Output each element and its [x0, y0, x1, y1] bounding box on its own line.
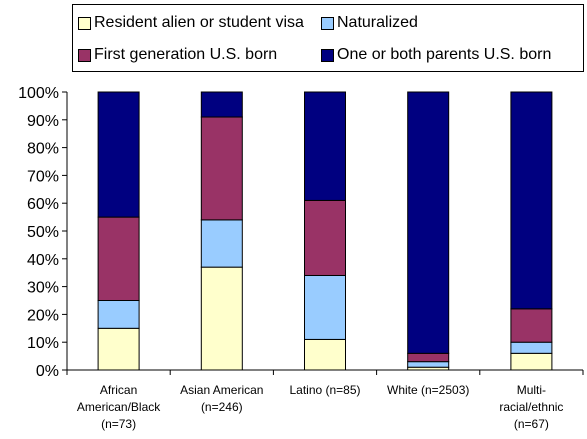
- chart-legend: Resident alien or student visa Naturaliz…: [72, 4, 584, 72]
- x-tick-label-1-0: Asian American: [180, 383, 263, 397]
- y-tick-label-5: 50%: [27, 224, 59, 241]
- legend-swatch-resident-alien: [78, 16, 91, 30]
- legend-swatch-naturalized: [321, 16, 334, 30]
- x-tick-label-2-0: Latino (n=85): [289, 383, 360, 397]
- x-tick-label-0-0: African: [100, 383, 137, 397]
- legend-swatch-first-generation: [78, 48, 91, 62]
- legend-item-parents-us-born: One or both parents U.S. born: [321, 45, 551, 65]
- y-tick-label-8: 80%: [27, 141, 59, 158]
- y-tick-label-9: 90%: [27, 113, 59, 130]
- legend-label-resident-alien: Resident alien or student visa: [94, 14, 304, 31]
- bar-segment-3-2: [407, 352, 450, 363]
- x-tick-label-3-0: White (n=2503): [387, 383, 469, 397]
- y-tick-label-2: 20%: [27, 307, 59, 324]
- bar-segment-1-3: [200, 91, 243, 118]
- legend-label-first-generation: First generation U.S. born: [94, 46, 278, 63]
- y-tick-label-10: 100%: [18, 85, 59, 102]
- bar-segment-3-1: [407, 361, 450, 368]
- y-tick-label-7: 70%: [27, 168, 59, 185]
- bar-segment-3-3: [407, 91, 450, 354]
- y-tick-label-4: 40%: [27, 252, 59, 269]
- x-tick-label-4-2: (n=67): [514, 417, 549, 431]
- bar-segment-2-0: [304, 338, 346, 371]
- y-tick-label-3: 30%: [27, 280, 59, 297]
- bar-segment-2-3: [304, 91, 346, 201]
- bar-segment-4-3: [510, 91, 553, 310]
- x-tick-label-4-1: racial/ethnic: [499, 400, 563, 414]
- legend-item-naturalized: Naturalized: [321, 13, 418, 33]
- bar-segment-2-1: [304, 274, 346, 340]
- bar-segment-4-1: [510, 341, 553, 354]
- bar-segment-2-2: [304, 199, 346, 276]
- x-tick-label-0-2: (n=73): [101, 417, 136, 431]
- bar-segment-0-1: [97, 300, 140, 329]
- y-tick-label-1: 10%: [27, 335, 59, 352]
- legend-item-first-generation: First generation U.S. born: [78, 45, 277, 65]
- legend-item-resident-alien: Resident alien or student visa: [78, 13, 304, 33]
- bar-segment-1-1: [200, 219, 243, 268]
- bar-segment-4-0: [510, 352, 553, 371]
- bar-segment-4-2: [510, 308, 553, 343]
- x-tick-label-0-1: American/Black: [77, 400, 161, 414]
- legend-swatch-parents-us-born: [321, 48, 334, 62]
- x-tick-label-4-0: Multi-: [517, 383, 546, 397]
- bar-segment-0-3: [97, 91, 140, 218]
- legend-label-naturalized: Naturalized: [337, 14, 418, 31]
- bar-segment-1-2: [200, 116, 243, 221]
- y-tick-label-0: 0%: [36, 363, 59, 380]
- bar-segment-0-2: [97, 216, 140, 302]
- bar-segment-1-0: [200, 266, 243, 371]
- x-tick-label-1-1: (n=246): [201, 400, 243, 414]
- legend-label-parents-us-born: One or both parents U.S. born: [337, 46, 552, 63]
- y-tick-label-6: 60%: [27, 196, 59, 213]
- bar-segment-0-0: [97, 327, 140, 371]
